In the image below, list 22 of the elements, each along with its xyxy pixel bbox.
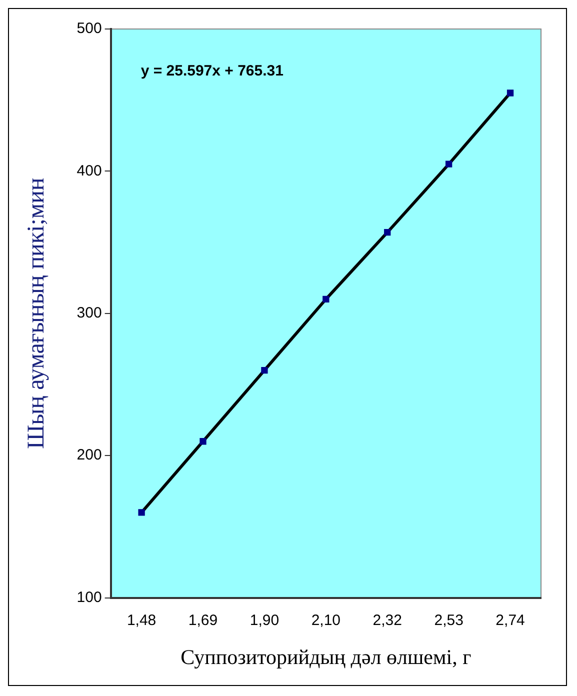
- y-tick-label: 500: [76, 20, 102, 38]
- x-tick-label: 2,74: [496, 612, 525, 629]
- point: [445, 160, 452, 168]
- y-axis-title: Шың аумағының пикі;мин: [24, 178, 50, 450]
- x-tick-label: 1,48: [126, 612, 156, 629]
- point: [506, 90, 514, 96]
- x-axis-title: Суппозиторийдың дәл өлшемі, г: [180, 644, 472, 669]
- point: [200, 438, 206, 445]
- annotation: y = 25.597x + 765.31: [140, 62, 284, 80]
- y-tick-label: 100: [76, 588, 102, 606]
- y-tick-label: 300: [76, 304, 102, 322]
- y-tick-label: 400: [76, 162, 102, 180]
- y-tick-label: 200: [76, 446, 102, 464]
- x-tick-label: 2,32: [372, 612, 402, 629]
- point: [138, 509, 145, 516]
- x-tick-label: 2,10: [311, 612, 341, 629]
- x-tick-label: 2,53: [434, 612, 464, 629]
- point: [384, 229, 391, 236]
- point: [322, 296, 330, 303]
- x-tick-label: 1,90: [250, 612, 280, 629]
- x-tick-label: 1,69: [188, 612, 218, 629]
- point: [261, 366, 268, 374]
